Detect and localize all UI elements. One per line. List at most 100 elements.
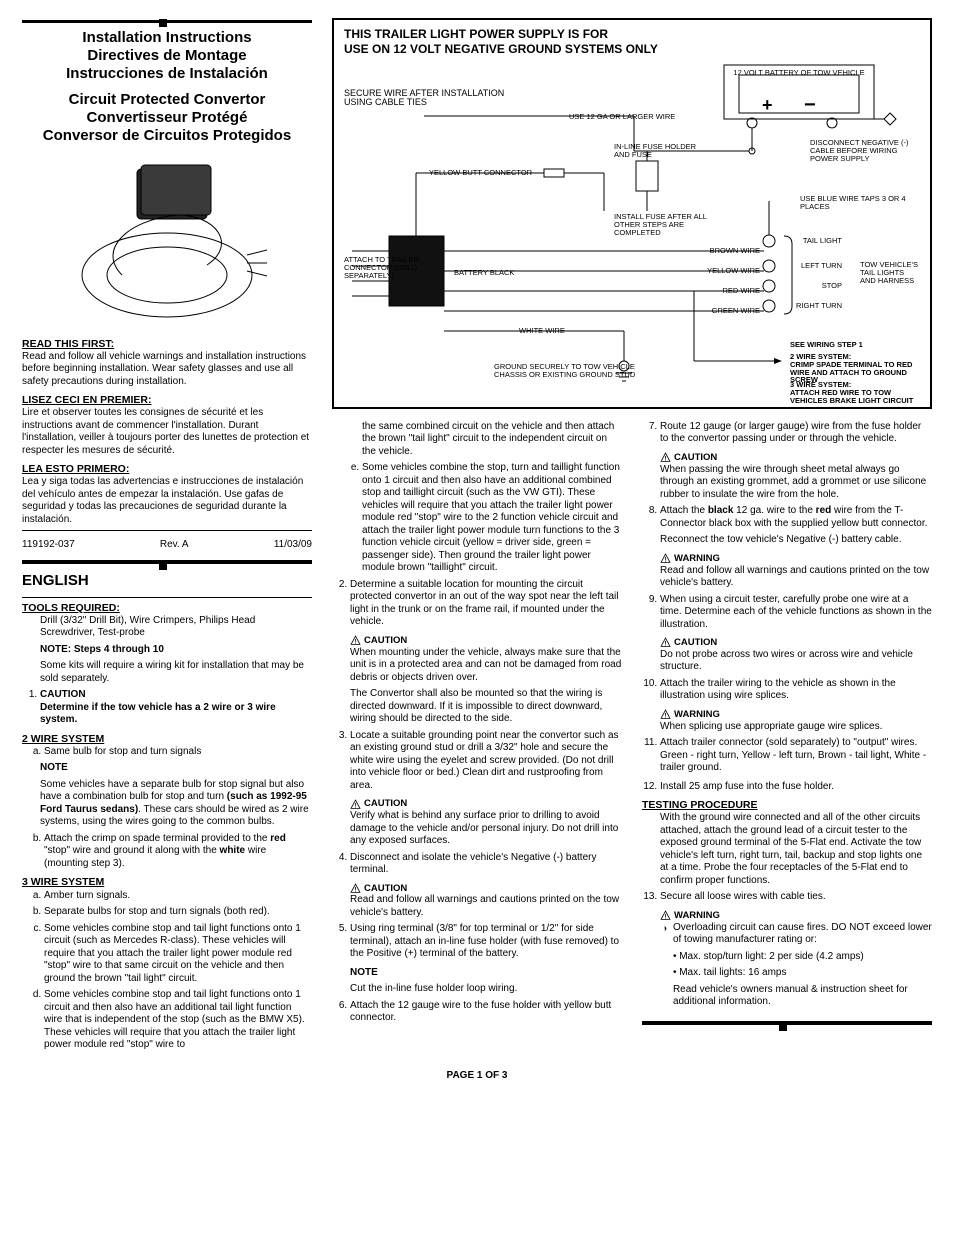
steps-right9: When using a circuit tester, carefully p…	[642, 594, 932, 632]
step-1: CAUTION Determine if the tow vehicle has…	[40, 689, 312, 727]
caution-4-h: CAUTION	[364, 883, 407, 895]
s8-d: Reconnect the tow vehicle's Negative (-)…	[660, 534, 932, 547]
warning-8: ! WARNING	[642, 553, 932, 565]
dia-title1: THIS TRAILER LIGHT POWER SUPPLY IS FOR	[344, 28, 920, 42]
warning-icon: !	[350, 799, 361, 810]
caution-7t: When passing the wire through sheet meta…	[642, 464, 932, 502]
fire-icon	[660, 922, 669, 936]
svg-text:!: !	[664, 915, 666, 921]
step-2: Determine a suitable location for mounti…	[350, 579, 622, 629]
s8-b2: red	[816, 505, 832, 516]
svg-text:+: +	[762, 95, 773, 115]
step1-caution: CAUTION	[40, 689, 86, 700]
step-7: Route 12 gauge (or larger gauge) wire fr…	[660, 421, 932, 446]
warning-icon: !	[660, 452, 671, 463]
s8-b1: black	[708, 505, 734, 516]
two-wire-list2: Attach the crimp on spade terminal provi…	[22, 833, 312, 871]
english-heading: ENGLISH	[22, 572, 312, 591]
doc-id: 119192-037	[22, 539, 75, 552]
steps-mid: Determine a suitable location for mounti…	[332, 579, 622, 629]
warning-8t: Read and follow all warnings and caution…	[642, 565, 932, 590]
two-b-red: red	[270, 833, 286, 844]
warning-10: ! WARNING	[642, 709, 932, 721]
readfirst-es-h: LEA ESTO PRIMERO:	[22, 463, 312, 476]
svg-text:!: !	[664, 714, 666, 720]
note410: Some kits will require a wiring kit for …	[22, 660, 312, 685]
caution-7: ! CAUTION	[642, 452, 932, 464]
warning-icon: !	[350, 883, 361, 894]
tools-list: Drill (3/32" Drill Bit), Wire Crimpers, …	[22, 615, 312, 640]
steps-right13: Secure all loose wires with cable ties.	[642, 891, 932, 904]
dia-title2: USE ON 12 VOLT NEGATIVE GROUND SYSTEMS O…	[344, 42, 920, 57]
step-9: When using a circuit tester, carefully p…	[660, 594, 932, 632]
title-es: Instrucciones de Instalación	[66, 65, 268, 82]
rule-top	[22, 20, 312, 23]
doc-rev: Rev. A	[160, 539, 189, 552]
caution-4t: Read and follow all warnings and caution…	[332, 894, 622, 919]
caution-9: ! CAUTION	[642, 637, 932, 649]
steps-right10: Attach the trailer wiring to the vehicle…	[642, 678, 932, 703]
lbl-attach: ATTACH TO TRAILER CONNECTOR (SOLD SEPARA…	[344, 256, 419, 280]
lbl-ground: GROUND SECURELY TO TOW VEHICLE CHASSIS O…	[494, 363, 644, 379]
lbl-install: INSTALL FUSE AFTER ALL OTHER STEPS ARE C…	[614, 213, 724, 237]
lbl-3wire-t: ATTACH RED WIRE TO TOW VEHICLES BRAKE LI…	[790, 388, 913, 405]
readfirst-en-h: READ THIS FIRST:	[22, 338, 312, 351]
w13a: Overloading circuit can cause fires. DO …	[673, 922, 932, 947]
readfirst-en: Read and follow all vehicle warnings and…	[22, 351, 312, 389]
tools-h: TOOLS REQUIRED:	[22, 602, 312, 615]
three-wire-h: 3 WIRE SYSTEM	[22, 876, 312, 889]
s8-a: Attach the	[660, 505, 708, 516]
step1-text: Determine if the tow vehicle has a 2 wir…	[40, 702, 276, 726]
warning-10-h: WARNING	[674, 709, 720, 721]
lbl-stop: STOP	[822, 282, 842, 290]
warning-icon: !	[660, 910, 671, 921]
rule-end	[642, 1021, 932, 1025]
two-a: Same bulb for stop and turn signals	[44, 746, 312, 759]
caution-4: ! CAUTION	[332, 883, 622, 895]
warning-icon: !	[660, 637, 671, 648]
left-column: Installation Instructions Directives de …	[22, 18, 312, 1056]
rule-thin-2	[22, 597, 312, 598]
rule-dbl	[22, 560, 312, 564]
testing-body: With the ground wire connected and all o…	[642, 812, 932, 887]
svg-text:!: !	[354, 639, 356, 645]
steps-mid6: Attach the 12 gauge wire to the fuse hol…	[332, 1000, 622, 1025]
subtitle-fr: Convertisseur Protégé	[87, 109, 248, 126]
note5: Cut the in-line fuse holder loop wiring.	[332, 983, 622, 996]
lbl-green: GREEN WIRE	[712, 307, 760, 315]
three-a: Amber turn signals.	[44, 890, 312, 903]
caution-3: ! CAUTION	[332, 798, 622, 810]
note5-h: NOTE	[350, 967, 378, 978]
right-column: Route 12 gauge (or larger gauge) wire fr…	[642, 421, 932, 1031]
lbl-disc: DISCONNECT NEGATIVE (-) CABLE BEFORE WIR…	[810, 139, 920, 163]
title-fr: Directives de Montage	[87, 47, 246, 64]
three-d: Some vehicles combine stop and tail ligh…	[44, 989, 312, 1052]
step-3: Locate a suitable grounding point near t…	[350, 730, 622, 793]
lbl-towv: TOW VEHICLE'S TAIL LIGHTS AND HARNESS	[860, 261, 920, 285]
warning-13-h: WARNING	[674, 910, 720, 922]
warning-icon: !	[660, 709, 671, 720]
step-8: Attach the black 12 ga. wire to the red …	[660, 505, 932, 547]
subtitle-en: Circuit Protected Convertor	[69, 91, 266, 108]
warning-icon: !	[350, 635, 361, 646]
lbl-3wire: 3 WIRE SYSTEM: ATTACH RED WIRE TO TOW VE…	[790, 381, 920, 405]
middle-column: the same combined circuit on the vehicle…	[332, 421, 622, 1031]
lbl-inline: IN-LINE FUSE HOLDER AND FUSE	[614, 143, 704, 159]
caution-2-h: CAUTION	[364, 635, 407, 647]
steps-mid4: Disconnect and isolate the vehicle's Neg…	[332, 852, 622, 877]
right-container: THIS TRAILER LIGHT POWER SUPPLY IS FOR U…	[332, 18, 932, 1056]
steps-right8: Attach the black 12 ga. wire to the red …	[642, 505, 932, 547]
warning-13: ! WARNING	[642, 910, 932, 922]
lbl-batt: 12 VOLT BATTERY OF TOW VEHICLE	[729, 69, 869, 77]
svg-text:!: !	[664, 456, 666, 462]
lbl-red: RED WIRE	[723, 287, 761, 295]
lbl-use12: USE 12 GA OR LARGER WIRE	[569, 113, 675, 121]
title-en: Installation Instructions	[82, 29, 251, 46]
note410-h: NOTE: Steps 4 through 10	[40, 644, 164, 655]
step-11: Attach trailer connector (sold separatel…	[660, 737, 932, 775]
two-note-h: NOTE	[40, 762, 68, 773]
warning-10t: When splicing use appropriate gauge wire…	[642, 721, 932, 734]
w13d: Read vehicle's owners manual & instructi…	[673, 984, 932, 1009]
lbl-secure: SECURE WIRE AFTER INSTALLATION USING CAB…	[344, 89, 514, 108]
s8-b: 12 ga. wire to the	[733, 505, 815, 516]
